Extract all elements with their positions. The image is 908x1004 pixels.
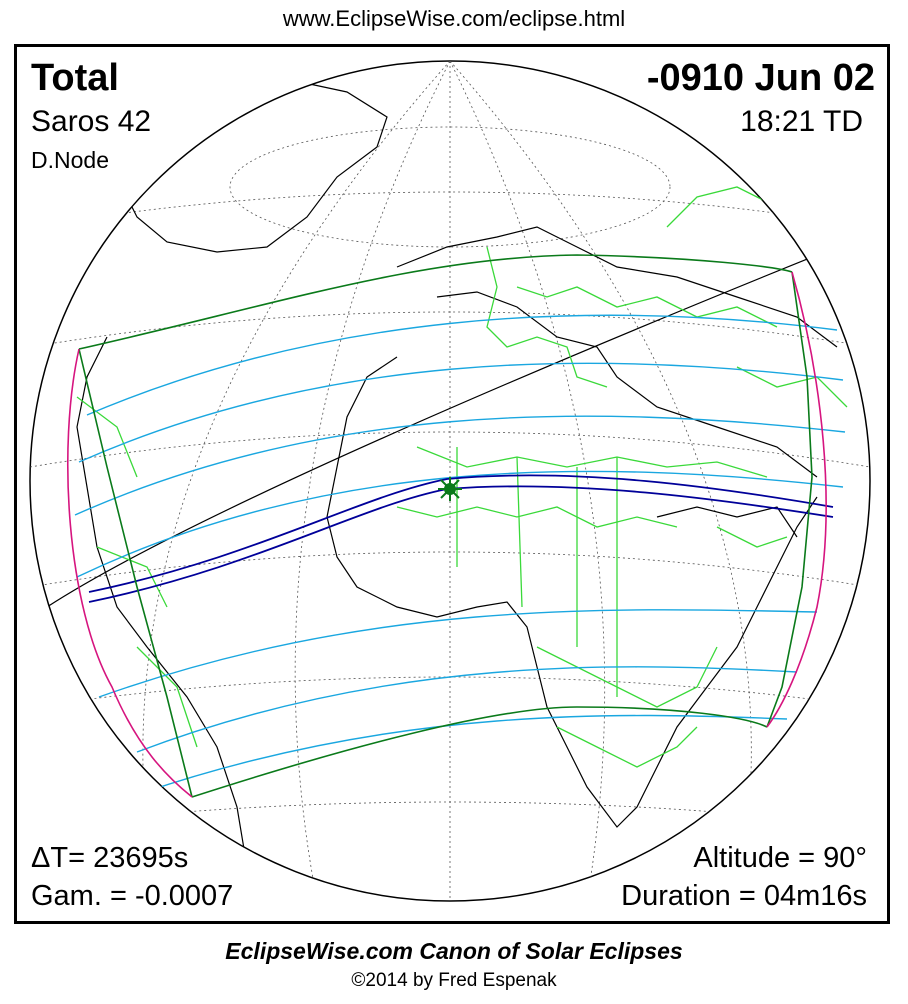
coastlines [46,76,838,868]
partial-eclipse-lines [74,314,846,793]
globe-map [29,60,871,902]
eclipse-date: -0910 Jun 02 [646,57,875,99]
canon-title: EclipseWise.com Canon of Solar Eclipses [225,938,683,964]
eclipse-type: Total [31,57,119,99]
lunar-node: D.Node [31,147,109,173]
saros-number: Saros 42 [31,105,152,138]
gamma-value: Gam. = -0.0007 [31,880,234,912]
eclipse-time: 18:21 TD [740,105,863,138]
eclipse-map-panel: Total -0910 Jun 02 Saros 42 18:21 TD D.N… [14,44,890,924]
rise-set-curves [67,271,827,798]
sun-altitude: Altitude = 90° [693,842,867,874]
greatest-eclipse-marker [438,477,462,501]
copyright-notice: ©2014 by Fred Espenak [351,970,557,991]
delta-t: ΔT= 23695s [31,842,189,874]
penumbra-limits [78,254,813,798]
totality-duration: Duration = 04m16s [621,880,867,912]
source-url: www.EclipseWise.com/eclipse.html [282,6,626,31]
